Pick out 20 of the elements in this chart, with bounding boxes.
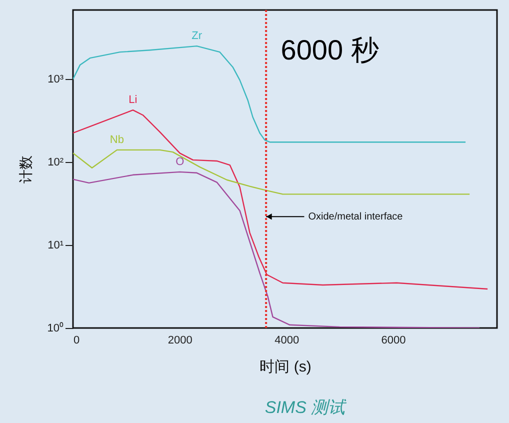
x-tick-label: 0 — [74, 334, 80, 346]
y-tick-label: 10² — [48, 156, 64, 169]
y-tick-label: 10⁰ — [47, 322, 64, 334]
annotation: Oxide/metal interface — [308, 212, 404, 223]
y-axis-title: 计数 — [17, 156, 34, 184]
line-series — [73, 171, 480, 328]
y-tick-label: 10³ — [48, 74, 64, 86]
x-tick-label: 4000 — [274, 334, 300, 346]
x-tick-label: 2000 — [168, 334, 192, 346]
series-label: Li — [128, 94, 138, 106]
series-label: Nb — [110, 134, 124, 146]
x-axis-title: 时间 (s) — [260, 358, 312, 376]
text: 6000 秒 — [280, 34, 379, 66]
line-series — [73, 109, 488, 290]
text: SIMS 测试 — [264, 398, 348, 417]
series-label: O — [176, 156, 185, 168]
line-series — [73, 149, 470, 195]
series-label: Zr — [192, 30, 202, 42]
y-tick-label: 10¹ — [48, 240, 64, 252]
x-tick-label: 6000 — [381, 334, 406, 346]
